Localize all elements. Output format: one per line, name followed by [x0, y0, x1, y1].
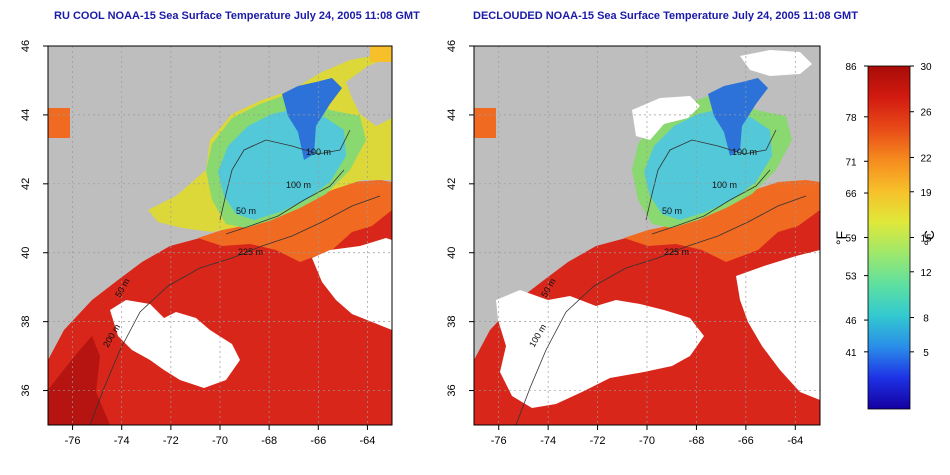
fahrenheit-tick-label: 53 [845, 272, 857, 283]
celsius-tick-label: 30 [920, 62, 932, 73]
y-tick-label: 36 [446, 384, 458, 396]
x-tick-label: -76 [491, 435, 507, 447]
sst-blue-fundy [708, 78, 768, 156]
celsius-tick-label: 15 [920, 234, 932, 245]
cloud-patch-south [110, 300, 240, 388]
depth-contour-georges [225, 169, 345, 235]
sst-hot-coastal [48, 336, 110, 425]
land-nova-scotia [346, 56, 392, 126]
x-tick-label: -64 [787, 435, 803, 447]
y-tick-label: 40 [446, 247, 458, 259]
celsius-tick-label: 5 [923, 348, 929, 359]
fahrenheit-tick-label: 46 [845, 316, 857, 327]
colorbar-gradient [867, 65, 911, 410]
x-tick-label: -64 [359, 435, 375, 447]
depth-contour-label: 100 m [712, 180, 737, 190]
fahrenheit-tick-label: 78 [845, 113, 857, 124]
cloud-mask-north [740, 50, 812, 76]
depth-contour-label: 50 m [236, 206, 256, 216]
y-tick-label: 38 [20, 316, 32, 328]
x-tick-label: -68 [261, 435, 277, 447]
x-tick-label: -72 [590, 435, 606, 447]
x-tick-label: -76 [65, 435, 81, 447]
celsius-axis-label: °C [921, 230, 937, 246]
y-tick-label: 40 [20, 247, 32, 259]
map-panel-raw: -76 -74 -72 -70 -68 -66 -64 36 38 40 42 44 46 100 m 1… [20, 40, 393, 447]
graticule-raw [48, 45, 392, 425]
cloud-mask-south [496, 290, 704, 408]
y-tick-label: 44 [446, 109, 458, 121]
map-panel-declouded: -76 -74 -72 -70 -68 -66 -64 36 38 40 42 44 46 100 m 1… [446, 40, 821, 447]
map-title-declouded: DECLOUDED NOAA-15 Sea Surface Temperatur… [473, 10, 858, 22]
y-tick-label: 46 [20, 40, 32, 52]
cloud-patch-east [312, 238, 392, 330]
sst-offshore-patch [48, 108, 70, 138]
sst-offshore-patch [474, 108, 496, 138]
depth-contour-gulf [645, 129, 777, 221]
colorbar: 30 26 22 19 15 12 8 5 86 78 71 66 59 53 46 41 °F °C [833, 62, 937, 410]
x-tick-label: -70 [639, 435, 655, 447]
fahrenheit-tick-label: 66 [845, 189, 857, 200]
depth-contour-label: 100 m [306, 147, 331, 157]
graticule-declouded [474, 45, 820, 425]
cloud-mask-east [736, 250, 820, 400]
celsius-tick-label: 22 [920, 153, 932, 164]
map-title-raw: RU COOL NOAA-15 Sea Surface Temperature … [54, 10, 420, 22]
depth-contour-label: 100 m [286, 180, 311, 190]
sst-orange-band [624, 180, 820, 262]
cloud-mask-gulf [632, 96, 700, 140]
x-tick-label: -66 [738, 435, 754, 447]
celsius-tick-label: 26 [920, 108, 932, 119]
x-tick-label: -74 [114, 435, 130, 447]
y-tick-label: 36 [20, 384, 32, 396]
x-tick-label: -66 [310, 435, 326, 447]
depth-contour-georges [651, 169, 771, 235]
celsius-tick-label: 8 [923, 314, 929, 325]
sst-field-declouded [474, 46, 820, 425]
celsius-tick-label: 12 [920, 268, 932, 279]
fahrenheit-tick-label: 71 [845, 157, 857, 168]
y-tick-label: 46 [446, 40, 458, 52]
depth-contour-label: 225 m [238, 247, 263, 257]
fahrenheit-axis-label: °F [833, 231, 849, 245]
axis-ticks-declouded: -76 -74 -72 -70 -68 -66 -64 36 38 40 42 44 46 [446, 40, 803, 447]
y-tick-label: 38 [446, 316, 458, 328]
sst-yellow-corner [370, 46, 392, 62]
y-tick-label: 44 [20, 109, 32, 121]
y-tick-label: 42 [20, 178, 32, 190]
x-tick-label: -70 [212, 435, 228, 447]
x-tick-label: -74 [540, 435, 556, 447]
sst-orange-band [198, 180, 392, 262]
depth-contour-gulf [219, 129, 351, 221]
fahrenheit-tick-label: 86 [845, 62, 857, 73]
fahrenheit-tick-label: 59 [845, 234, 857, 245]
depth-contour-label: 50 m [662, 206, 682, 216]
depth-contour-shelf [89, 195, 381, 425]
x-tick-label: -68 [688, 435, 704, 447]
axis-ticks-raw: -76 -74 -72 -70 -68 -66 -64 36 38 40 42 44 46 [20, 40, 375, 447]
colorbar-ticks: 30 26 22 19 15 12 8 5 86 78 71 66 59 53 46 41 [845, 62, 932, 359]
depth-contour-label: 100 m [732, 147, 757, 157]
fahrenheit-tick-label: 41 [845, 348, 857, 359]
depth-contour-shelf [515, 195, 807, 425]
depth-contour-label: 225 m [664, 247, 689, 257]
sst-blue-fundy [282, 78, 342, 160]
celsius-tick-label: 19 [920, 188, 932, 199]
x-tick-label: -72 [163, 435, 179, 447]
y-tick-label: 42 [446, 178, 458, 190]
